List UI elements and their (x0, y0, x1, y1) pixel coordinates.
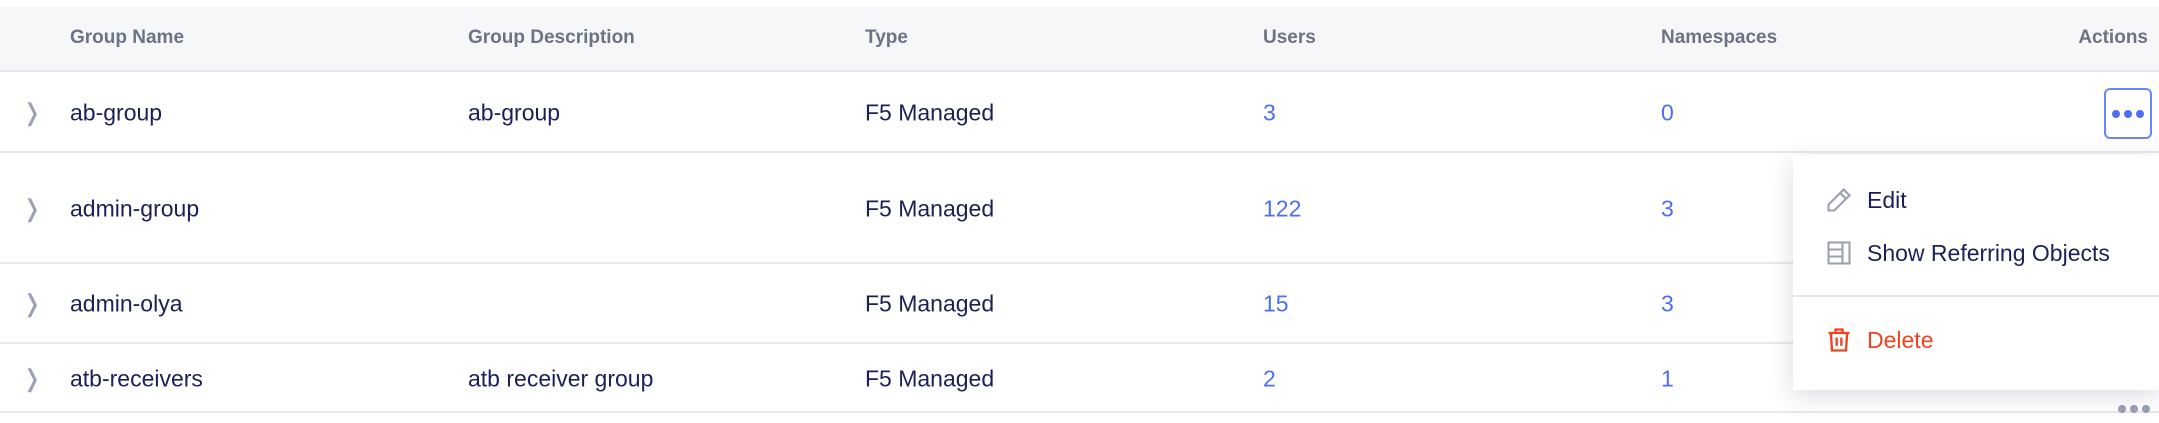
actions-menu: Edit Show Referring Objects Delete (1793, 155, 2159, 390)
group-type: F5 Managed (865, 195, 995, 221)
users-count-link[interactable]: 15 (1263, 290, 1289, 317)
pencil-icon (1827, 188, 1851, 212)
table-header: Group Name Group Description Type Users … (0, 7, 2159, 72)
namespaces-count-link[interactable]: 0 (1661, 99, 1674, 125)
header-type[interactable]: Type (865, 27, 908, 48)
table-row[interactable]: ❭ admin-olya F5 Managed 15 3 (0, 264, 2159, 344)
more-icon (2112, 109, 2120, 118)
header-group-name[interactable]: Group Name (70, 27, 185, 48)
chevron-right-icon[interactable]: ❭ (22, 365, 43, 392)
header-actions: Actions (2078, 27, 2148, 48)
users-count-link[interactable]: 2 (1263, 365, 1276, 391)
table-icon (1827, 241, 1851, 265)
menu-item-delete[interactable]: Delete (1825, 326, 1933, 354)
more-icon-dot (2136, 109, 2144, 118)
menu-item-label: Delete (1867, 326, 1934, 353)
group-name: ab-group (70, 99, 163, 125)
group-type: F5 Managed (865, 365, 995, 391)
namespaces-count-link[interactable]: 3 (1661, 290, 1674, 317)
menu-item-show-referring-objects[interactable]: Show Referring Objects (1825, 239, 2110, 267)
more-icon (2118, 405, 2126, 413)
trash-icon (1828, 328, 1850, 352)
chevron-right-icon[interactable]: ❭ (22, 195, 43, 222)
row-actions-button-4[interactable] (2118, 405, 2150, 413)
group-name: atb-receivers (70, 365, 203, 391)
header-namespaces[interactable]: Namespaces (1661, 27, 1778, 48)
header-users[interactable]: Users (1263, 27, 1316, 48)
namespaces-count-link[interactable]: 1 (1661, 365, 1674, 391)
users-count-link[interactable]: 122 (1263, 195, 1302, 221)
row-actions-button[interactable] (2104, 88, 2152, 139)
table-row[interactable]: ❭ admin-group F5 Managed 122 3 (0, 153, 2159, 264)
more-icon-dot (2124, 109, 2132, 118)
group-type: F5 Managed (865, 99, 995, 125)
menu-item-label: Show Referring Objects (1867, 239, 2110, 266)
more-icon-dot (2130, 405, 2138, 413)
group-description: ab-group (468, 99, 561, 125)
chevron-right-icon[interactable]: ❭ (22, 290, 43, 318)
header-group-description[interactable]: Group Description (468, 27, 635, 48)
group-description: atb receiver group (468, 365, 654, 391)
table-row[interactable]: ❭ atb-receivers atb receiver group F5 Manag… (0, 344, 2159, 413)
group-name: admin-olya (70, 290, 183, 317)
menu-item-edit[interactable]: Edit (1825, 186, 1907, 214)
table-row[interactable]: ❭ ab-group ab-group F5 Managed 3 0 (0, 72, 2159, 153)
group-type: F5 Managed (865, 290, 995, 317)
group-name: admin-group (70, 195, 200, 221)
more-icon-dot (2142, 405, 2150, 413)
users-count-link[interactable]: 3 (1263, 99, 1276, 125)
menu-divider (1793, 295, 2159, 297)
chevron-right-icon[interactable]: ❭ (22, 99, 43, 126)
menu-item-label: Edit (1867, 186, 1907, 213)
namespaces-count-link[interactable]: 3 (1661, 195, 1674, 221)
